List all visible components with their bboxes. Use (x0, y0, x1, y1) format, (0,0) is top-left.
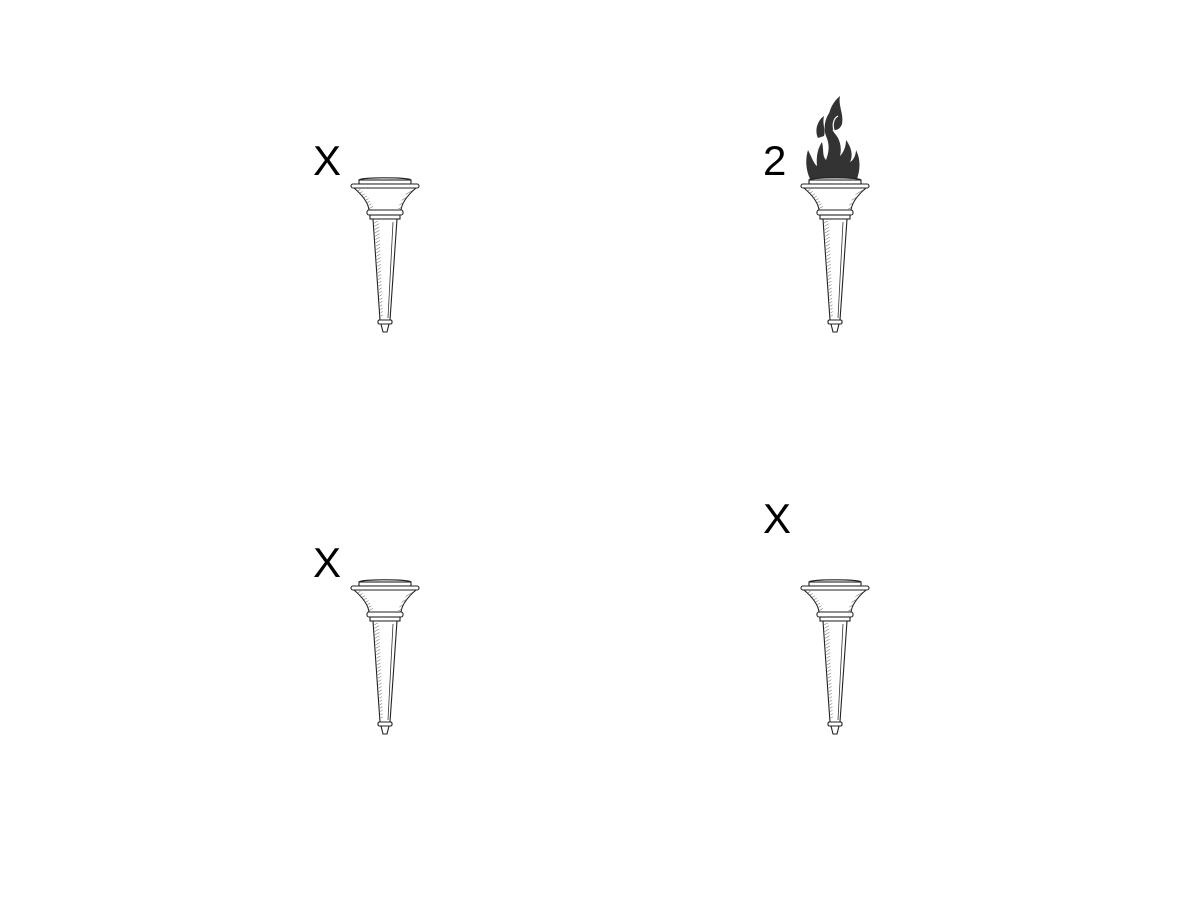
torch-item: X (310, 90, 450, 350)
torch-label: X (313, 137, 342, 184)
torch-item: 2 (760, 90, 900, 350)
torch-icon (800, 95, 870, 333)
torch-item: X (760, 492, 900, 752)
torch-label: X (313, 539, 342, 586)
torch-item: X (310, 492, 450, 752)
flame-icon (805, 95, 861, 180)
torch-icon (350, 579, 420, 735)
torch-icon (350, 177, 420, 333)
torch-icon (800, 579, 870, 735)
torch-label: X (763, 495, 792, 542)
torch-label: 2 (763, 137, 787, 184)
